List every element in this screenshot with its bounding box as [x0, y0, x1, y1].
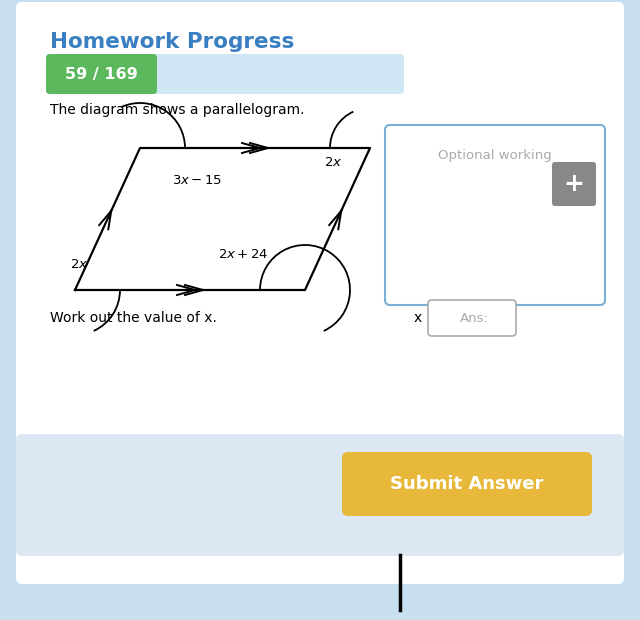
Text: $3x - 15$: $3x - 15$ [172, 174, 222, 187]
Text: Homework Progress: Homework Progress [50, 32, 294, 52]
FancyBboxPatch shape [428, 300, 516, 336]
Text: The diagram shows a parallelogram.: The diagram shows a parallelogram. [50, 103, 305, 117]
FancyBboxPatch shape [46, 54, 404, 94]
Text: +: + [564, 172, 584, 196]
Text: $2x$: $2x$ [324, 156, 342, 169]
Text: x: x [414, 311, 422, 325]
Text: Optional working: Optional working [438, 149, 552, 161]
FancyBboxPatch shape [552, 162, 596, 206]
Text: $2x + 24$: $2x + 24$ [218, 249, 269, 262]
FancyBboxPatch shape [385, 125, 605, 305]
Text: $2x$: $2x$ [70, 259, 88, 272]
FancyBboxPatch shape [16, 434, 624, 556]
Text: 59 / 169: 59 / 169 [65, 66, 138, 81]
FancyBboxPatch shape [16, 2, 624, 584]
Text: Ans:: Ans: [460, 311, 489, 324]
Text: Work out the value of x.: Work out the value of x. [50, 311, 217, 325]
Text: Submit Answer: Submit Answer [390, 475, 544, 493]
FancyBboxPatch shape [46, 54, 157, 94]
FancyBboxPatch shape [342, 452, 592, 516]
